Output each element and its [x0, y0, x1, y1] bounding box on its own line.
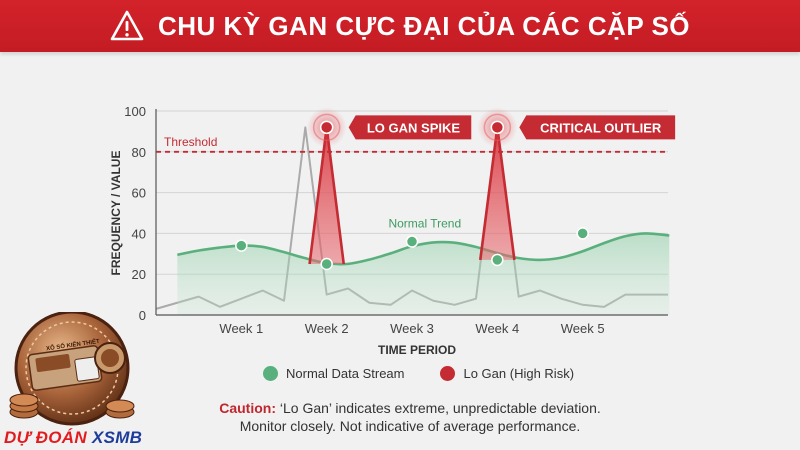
warning-triangle-icon	[110, 10, 144, 41]
normal-series-point	[235, 239, 248, 252]
brand-name-part1: DỰ ĐOÁN	[4, 428, 92, 447]
legend: Normal Data Stream Lo Gan (High Risk)	[263, 366, 610, 381]
threshold-label: Threshold	[164, 135, 217, 149]
series-markers	[235, 227, 589, 271]
x-tick-label: Week 5	[561, 321, 605, 336]
caution-line-1: ‘Lo Gan’ indicates extreme, unpredictabl…	[275, 400, 601, 416]
spike-callout-label: LO GAN SPIKE	[367, 120, 461, 135]
normal-series-point	[405, 235, 419, 248]
y-tick-label: 40	[132, 226, 146, 241]
brand-name: DỰ ĐOÁN XSMB	[4, 428, 142, 448]
brand-logo: XỔ SỐ KIẾN THIẾT DỰ ĐOÁN XSMB	[2, 310, 152, 450]
legend-label-logan: Lo Gan (High Risk)	[463, 366, 575, 381]
caution-label: Caution:	[219, 400, 276, 416]
x-tick-label: Week 4	[475, 321, 519, 336]
page-title: CHU KỲ GAN CỰC ĐẠI CỦA CÁC CẶP SỐ	[157, 10, 691, 41]
y-tick-label: 60	[132, 186, 146, 201]
y-tick-label: 100	[124, 104, 146, 119]
axes: 0 20 40 60 80 100 Week 1 Week 2 Week 3 Week 4 Week…	[109, 104, 668, 357]
normal-series-fill	[177, 233, 670, 315]
annotation-normal-trend: Normal Trend	[388, 216, 461, 230]
legend-swatch-logan	[440, 366, 456, 381]
spike-ring	[483, 113, 512, 142]
legend-label-normal: Normal Data Stream	[286, 366, 405, 381]
lottery-coin-icon: XỔ SỐ KIẾN THIẾT	[9, 310, 135, 426]
x-axis-title: TIME PERIOD	[378, 343, 456, 357]
spike-point	[490, 120, 505, 135]
spike-callout-label: CRITICAL OUTLIER	[540, 120, 662, 135]
legend-swatch-normal	[263, 366, 278, 381]
legend-item-normal: Normal Data Stream	[263, 366, 404, 381]
spike-callout	[519, 115, 676, 140]
normal-series-point	[491, 253, 504, 267]
chart-labels: Normal Trend	[388, 216, 461, 230]
x-tick-label: Week 1	[219, 321, 263, 336]
spike-ring	[312, 113, 341, 142]
x-tick-label: Week 2	[305, 321, 349, 336]
spike-fill	[309, 127, 344, 264]
legend-item-logan: Lo Gan (High Risk)	[440, 366, 574, 381]
y-tick-label: 20	[132, 267, 146, 282]
header-banner: CHU KỲ GAN CỰC ĐẠI CỦA CÁC CẶP SỐ	[0, 0, 800, 52]
normal-series-point	[320, 257, 333, 271]
normal-series-line	[177, 232, 670, 266]
y-tick-label: 80	[132, 145, 146, 160]
normal-series-point	[576, 227, 589, 240]
y-tick-label: 0	[139, 308, 146, 323]
caution-note: Caution: ‘Lo Gan’ indicates extreme, unp…	[200, 399, 620, 435]
spike-fill	[480, 127, 515, 260]
caution-line-2: Monitor closely. Not indicative of avera…	[239, 418, 581, 434]
spike-point	[319, 120, 334, 135]
spike-callout	[348, 115, 472, 140]
lo-gan-series: LO GAN SPIKE CRITICAL OUTLIER	[306, 107, 676, 265]
x-tick-label: Week 3	[390, 321, 434, 336]
normal-series-area	[177, 232, 670, 315]
y-axis-title: FREQUENCY / VALUE	[109, 151, 123, 276]
threshold-line: Threshold	[156, 135, 668, 153]
brand-name-part2: XSMB	[91, 428, 143, 447]
